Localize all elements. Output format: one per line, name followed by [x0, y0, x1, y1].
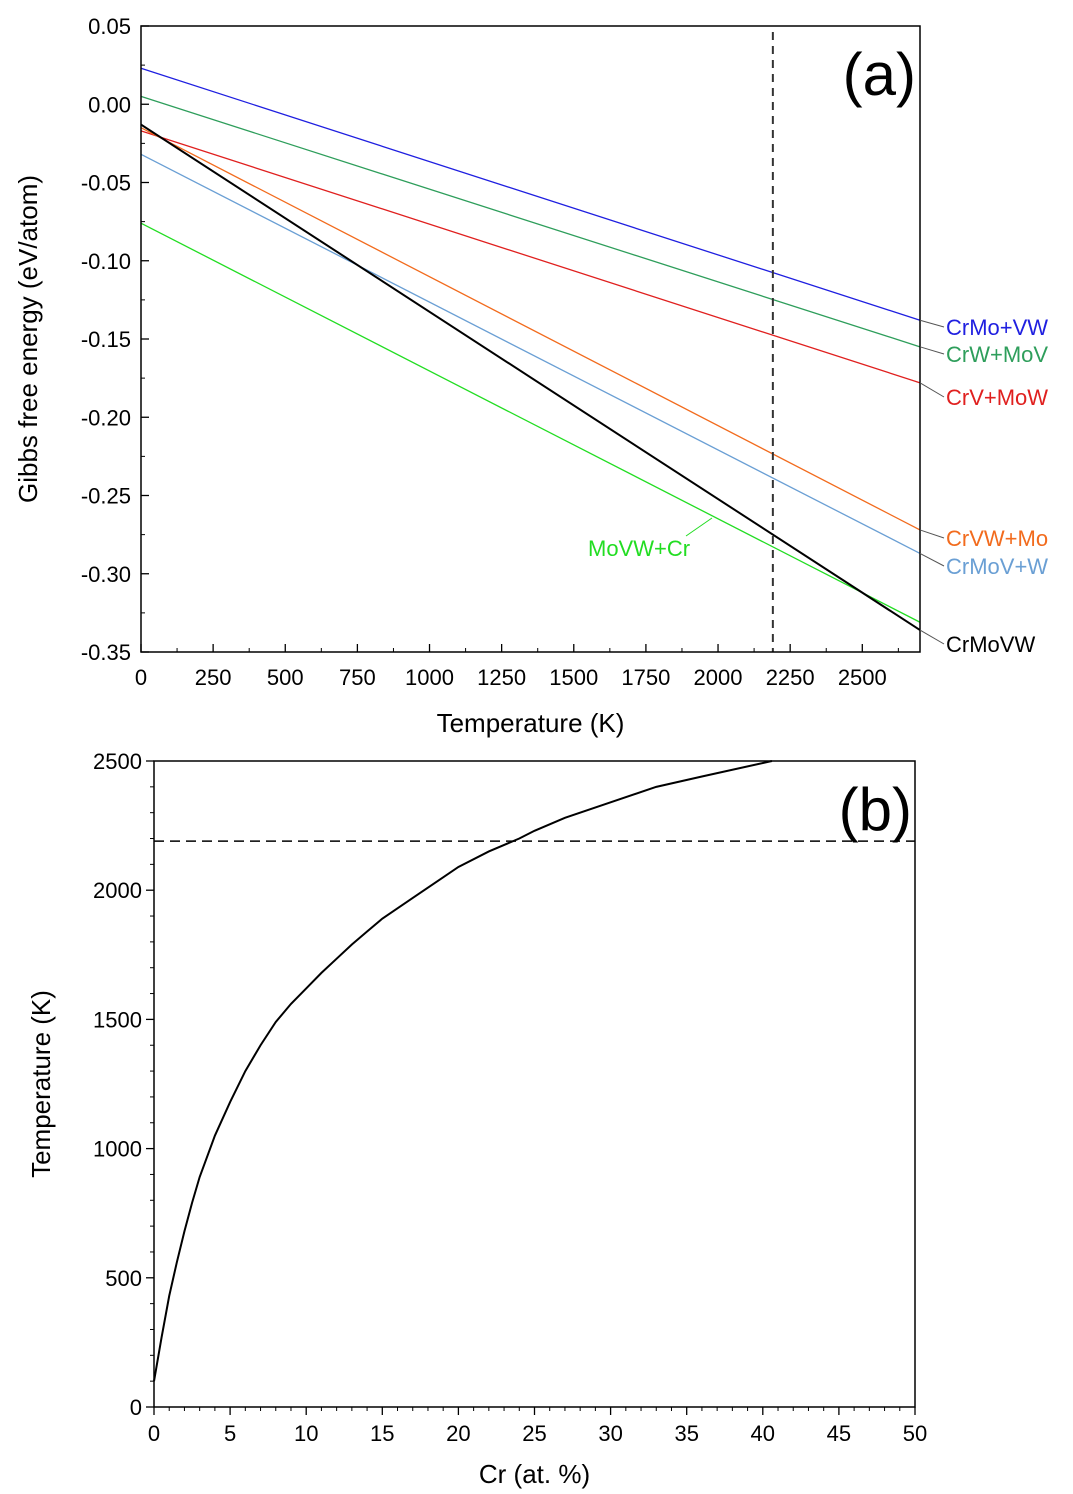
series-label: MoVW+Cr: [588, 536, 690, 561]
leader-line: [919, 346, 945, 355]
x-tick-label: 500: [267, 665, 304, 690]
x-tick-label: 250: [195, 665, 232, 690]
series-label: CrMoVW: [946, 632, 1035, 657]
y-ticks-a: 0.05 0.00 -0.05 -0.10 -0.15 -0.20 -0.25 -0.30 -0…: [81, 14, 149, 665]
plot-frame-a: [140, 25, 921, 653]
leader-line: [919, 529, 945, 539]
series-label: CrV+MoW: [946, 385, 1048, 410]
y-tick-label: -0.10: [81, 249, 131, 274]
y-tick-label: 2000: [93, 878, 142, 903]
x-axis-label-a: Temperature (K): [437, 708, 625, 738]
y-ticks-b: 0 500 1000 1500 2000 2500: [93, 749, 154, 1420]
series-lines-a: [140, 67, 921, 631]
panel-label-a: (a): [843, 41, 916, 108]
x-ticks-a: 0 250 500 750 1000 1250 1500 1750 2000 2250 2500: [135, 644, 899, 690]
x-tick-label: 0: [135, 665, 147, 690]
series-label: CrMoV+W: [946, 554, 1048, 579]
y-tick-label: -0.30: [81, 562, 131, 587]
plot-frame-b: [153, 760, 916, 1408]
series-label: CrVW+Mo: [946, 526, 1048, 551]
series-lines-b: [153, 760, 773, 1382]
series-line-crw-plus-mov: [140, 95, 921, 348]
chart-panel-b: 0 5 10 15 20 25 30 35 40 45 50 0 500 1000 1500 2000 250…: [26, 749, 927, 1489]
leader-line: [685, 517, 713, 537]
chart-panel-a: 0 250 500 750 1000 1250 1500 1750 2000 2250 2500 0…: [13, 14, 1048, 738]
y-tick-label: -0.05: [81, 171, 131, 196]
series-line-solubility: [153, 760, 773, 1382]
y-tick-label: 1500: [93, 1007, 142, 1032]
x-tick-label: 5: [224, 1421, 236, 1446]
x-tick-label: 45: [827, 1421, 851, 1446]
leader-line: [919, 552, 945, 567]
x-tick-label: 0: [148, 1421, 160, 1446]
series-line-movw-plus-cr: [140, 222, 921, 623]
x-tick-label: 35: [674, 1421, 698, 1446]
x-tick-label: 2000: [694, 665, 743, 690]
y-tick-label: 1000: [93, 1137, 142, 1162]
leader-line: [919, 382, 945, 398]
panel-label-b: (b): [839, 776, 912, 843]
y-tick-label: 0.00: [88, 92, 131, 117]
y-tick-label: -0.20: [81, 405, 131, 430]
series-line-crmo-plus-vw: [140, 67, 921, 321]
x-tick-label: 40: [751, 1421, 775, 1446]
x-tick-label: 1750: [621, 665, 670, 690]
y-tick-label: 500: [105, 1266, 142, 1291]
x-tick-label: 2500: [838, 665, 887, 690]
x-tick-label: 20: [446, 1421, 470, 1446]
leader-line: [919, 629, 945, 645]
series-line-crvw-plus-mo: [140, 127, 921, 531]
y-tick-label: -0.25: [81, 484, 131, 509]
x-tick-label: 15: [370, 1421, 394, 1446]
y-axis-label-b: Temperature (K): [26, 990, 56, 1178]
y-tick-label: -0.15: [81, 327, 131, 352]
x-ticks-b: 0 5 10 15 20 25 30 35 40 45 50: [148, 1407, 927, 1446]
x-tick-label: 1250: [477, 665, 526, 690]
series-label: CrMo+VW: [946, 315, 1048, 340]
y-tick-label: 0: [130, 1395, 142, 1420]
y-tick-label: 2500: [93, 749, 142, 774]
series-label: CrW+MoV: [946, 342, 1048, 367]
series-line-crmovw: [140, 123, 921, 631]
x-tick-label: 25: [522, 1421, 546, 1446]
y-tick-label: 0.05: [88, 14, 131, 39]
y-axis-label-a: Gibbs free energy (eV/atom): [13, 175, 43, 503]
x-tick-label: 2250: [766, 665, 815, 690]
x-tick-label: 750: [339, 665, 376, 690]
leader-line: [919, 319, 945, 328]
x-tick-label: 50: [903, 1421, 927, 1446]
y-tick-label: -0.35: [81, 640, 131, 665]
x-tick-label: 10: [294, 1421, 318, 1446]
x-axis-label-b: Cr (at. %): [479, 1459, 590, 1489]
series-line-crmov-plus-w: [140, 153, 921, 554]
x-tick-label: 1000: [405, 665, 454, 690]
x-tick-label: 30: [598, 1421, 622, 1446]
series-line-crv-plus-mow: [140, 130, 921, 384]
x-tick-label: 1500: [549, 665, 598, 690]
